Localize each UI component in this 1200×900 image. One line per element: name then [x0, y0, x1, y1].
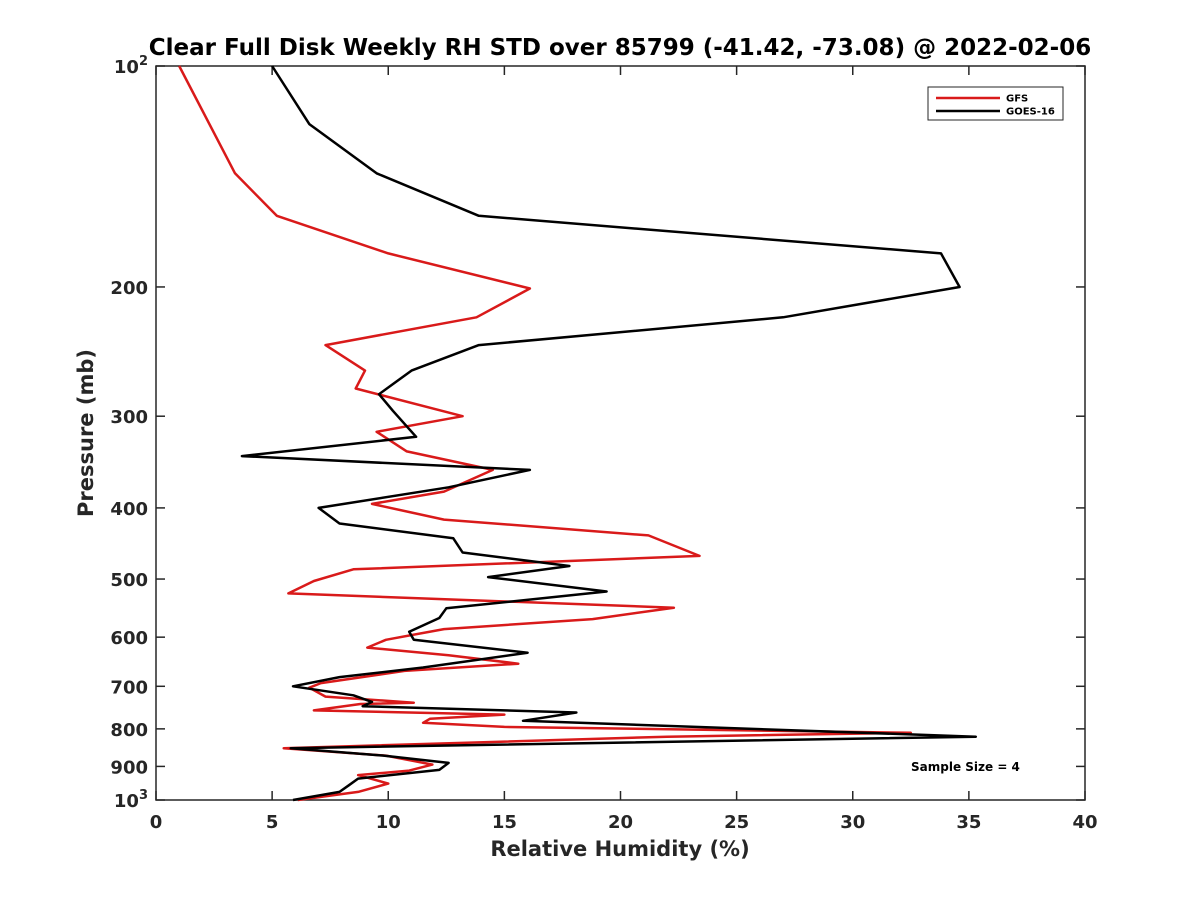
sample-size-annotation: Sample Size = 4	[911, 760, 1020, 774]
x-tick-label: 15	[492, 812, 517, 833]
y-tick-label: 102	[114, 54, 148, 78]
x-tick-label: 35	[956, 812, 981, 833]
series-line-goes16	[240, 65, 978, 802]
chart-title: Clear Full Disk Weekly RH STD over 85799…	[149, 35, 1091, 61]
x-tick-label: 10	[376, 812, 401, 833]
y-tick-label: 800	[110, 720, 148, 741]
x-tick-label: 0	[150, 812, 163, 833]
series-layer	[178, 65, 978, 802]
y-axis-label: Pressure (mb)	[74, 349, 98, 517]
y-tick-label: 900	[110, 757, 148, 778]
y-tick-label: 103	[114, 788, 148, 812]
y-tick-label: 200	[110, 278, 148, 299]
x-tick-label: 5	[266, 812, 279, 833]
legend-box	[927, 86, 1064, 121]
y-tick-label: 300	[110, 407, 148, 428]
x-tick-label: 40	[1072, 812, 1097, 833]
x-tick-label: 20	[608, 812, 633, 833]
x-tick-label: 30	[840, 812, 865, 833]
legend-entry-gfs: GFS	[1006, 94, 1028, 105]
series-line-gfs	[178, 65, 913, 802]
y-axis: 102 200 300 400 500 600 700 800 900 103	[110, 54, 1085, 812]
legend-entry-goes16: GOES-16	[1006, 107, 1055, 118]
y-tick-label: 500	[110, 570, 148, 591]
y-tick-label: 600	[110, 628, 148, 649]
y-tick-label: 700	[110, 677, 148, 698]
plot-area-frame	[155, 65, 1086, 801]
x-tick-label: 25	[724, 812, 749, 833]
legend: GFS GOES-16	[927, 86, 1064, 121]
x-axis: 0 5 10 15 20 25 30 35 40	[150, 66, 1098, 833]
y-tick-label: 400	[110, 499, 148, 520]
x-axis-label: Relative Humidity (%)	[490, 837, 749, 861]
